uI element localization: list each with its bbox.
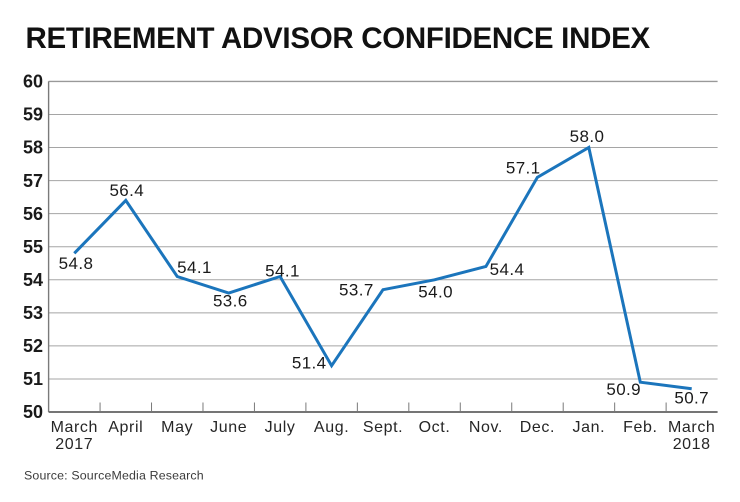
svg-text:54: 54 [23, 270, 43, 290]
svg-text:59: 59 [23, 105, 43, 125]
svg-text:March: March [51, 419, 98, 436]
svg-text:57: 57 [23, 171, 43, 191]
svg-text:53: 53 [23, 303, 43, 323]
svg-text:Jan.: Jan. [572, 419, 605, 436]
svg-text:54.0: 54.0 [418, 283, 453, 302]
svg-text:52: 52 [23, 336, 43, 356]
svg-text:51.4: 51.4 [292, 354, 327, 373]
svg-text:Dec.: Dec. [520, 419, 555, 436]
svg-text:54.4: 54.4 [490, 260, 525, 279]
svg-text:May: May [161, 419, 193, 436]
svg-text:50: 50 [23, 402, 43, 422]
svg-text:RETIREMENT ADVISOR CONFIDENCE: RETIREMENT ADVISOR CONFIDENCE INDEX [26, 22, 651, 55]
svg-text:2017: 2017 [55, 436, 93, 453]
svg-text:53.6: 53.6 [213, 291, 248, 310]
svg-text:April: April [108, 419, 143, 436]
svg-text:56.4: 56.4 [109, 181, 144, 200]
svg-text:54.8: 54.8 [59, 254, 94, 273]
svg-text:54.1: 54.1 [265, 262, 300, 281]
svg-text:2018: 2018 [673, 436, 711, 453]
svg-text:51: 51 [23, 369, 43, 389]
svg-text:Nov.: Nov. [469, 419, 503, 436]
svg-text:Source: SourceMedia Research: Source: SourceMedia Research [24, 469, 204, 483]
svg-text:58: 58 [23, 138, 43, 158]
svg-text:54.1: 54.1 [177, 258, 212, 277]
svg-text:58.0: 58.0 [570, 127, 605, 146]
svg-text:Sept.: Sept. [363, 419, 403, 436]
svg-text:53.7: 53.7 [339, 280, 374, 299]
svg-text:March: March [668, 419, 715, 436]
svg-text:Aug.: Aug. [314, 419, 349, 436]
svg-text:July: July [265, 419, 296, 436]
svg-text:60: 60 [23, 72, 43, 92]
svg-text:50.7: 50.7 [674, 389, 709, 408]
svg-text:56: 56 [23, 204, 43, 224]
svg-text:57.1: 57.1 [506, 159, 541, 178]
svg-text:Oct.: Oct. [419, 419, 451, 436]
svg-text:June: June [210, 419, 247, 436]
svg-text:55: 55 [23, 237, 43, 257]
svg-text:Feb.: Feb. [623, 419, 657, 436]
svg-text:50.9: 50.9 [606, 380, 641, 399]
